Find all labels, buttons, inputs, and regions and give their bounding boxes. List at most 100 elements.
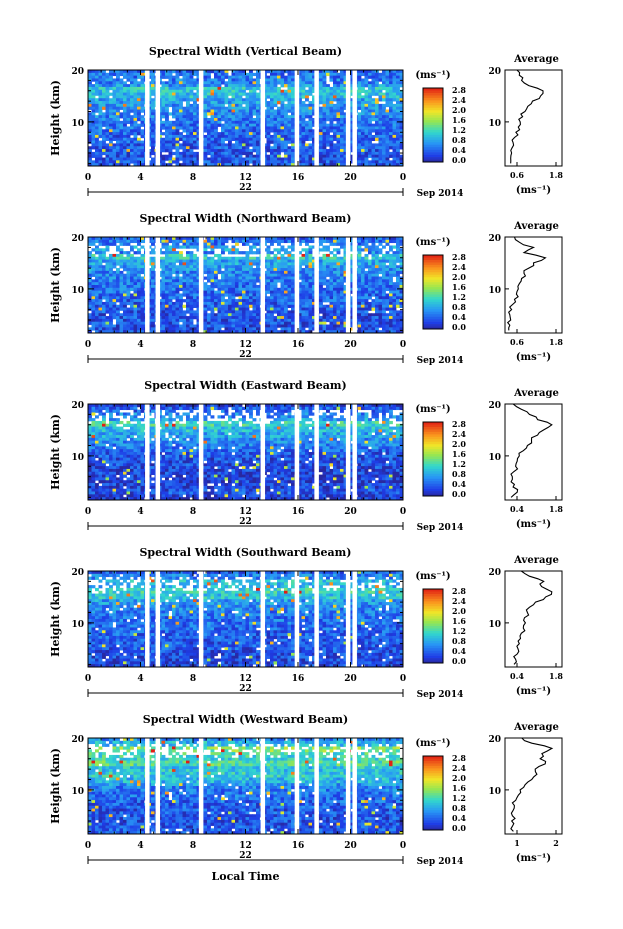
data-gap — [155, 70, 161, 166]
profile-title: Average — [513, 555, 559, 566]
x-tick-label: 8 — [190, 173, 196, 183]
y-tick-label: 20 — [71, 401, 84, 411]
colorbar-tick-label: 2.4 — [452, 763, 466, 773]
panel-title: Spectral Width (Westward Beam) — [143, 713, 348, 726]
data-gap — [198, 571, 204, 667]
colorbar-tick-label: 2.4 — [452, 429, 466, 439]
x-tick-label: 20 — [344, 340, 357, 350]
x-tick-label: 0 — [85, 841, 91, 851]
colorbar-tick-label: 2.0 — [452, 606, 466, 616]
x-tick-label: 16 — [292, 674, 305, 684]
x-tick-label: 16 — [292, 173, 305, 183]
data-gap — [155, 571, 161, 667]
colorbar-tick-label: 2.8 — [452, 85, 466, 95]
panel-2: Spectral Width (Eastward Beam) 10 20 Height… — [49, 379, 563, 533]
profile-y-tick-label: 20 — [488, 234, 501, 244]
panel-title: Spectral Width (Northward Beam) — [140, 212, 352, 225]
profile-y-tick-label: 20 — [488, 735, 501, 745]
colorbar — [423, 88, 443, 163]
colorbar-tick-label: 0.8 — [452, 135, 466, 145]
x-tick-label: 0 — [400, 841, 406, 851]
colorbar-tick-label: 2.0 — [452, 272, 466, 282]
date-label: 22 — [239, 684, 252, 694]
x-tick-label: 20 — [344, 674, 357, 684]
data-gap — [314, 738, 319, 834]
colorbar-unit: (ms⁻¹) — [415, 404, 450, 415]
data-gap — [345, 571, 351, 667]
y-axis-label: Height (km) — [49, 748, 62, 824]
colorbar-tick-label: 0.0 — [452, 489, 466, 499]
month-label: Sep 2014 — [417, 356, 464, 366]
colorbar — [423, 422, 443, 497]
x-tick-label: 4 — [137, 173, 143, 183]
colorbar-tick-label: 2.8 — [452, 419, 466, 429]
colorbar-tick-label: 1.6 — [452, 449, 466, 459]
x-axis-label: Local Time — [212, 870, 280, 883]
data-gap — [345, 237, 351, 333]
profile-line — [513, 570, 553, 665]
profile-x-tick-label: 0.6 — [510, 337, 524, 347]
data-gap — [260, 237, 266, 333]
colorbar-tick-label: 1.6 — [452, 616, 466, 626]
data-gap — [198, 237, 204, 333]
colorbar-tick-label: 2.0 — [452, 105, 466, 115]
colorbar-tick-label: 0.0 — [452, 656, 466, 666]
profile-x-tick-label: 1.8 — [549, 504, 563, 514]
profile-x-axis-label: (ms⁻¹) — [516, 352, 551, 363]
data-gap — [345, 70, 351, 166]
colorbar-tick-label: 2.4 — [452, 596, 466, 606]
profile-y-tick-label: 20 — [488, 401, 501, 411]
profile-x-tick-label: 1.8 — [549, 671, 563, 681]
data-gap — [294, 571, 300, 667]
y-tick-label: 20 — [71, 568, 84, 578]
data-gap — [155, 404, 161, 500]
profile-x-axis-label: (ms⁻¹) — [516, 853, 551, 864]
y-axis-label: Height (km) — [49, 414, 62, 490]
colorbar-tick-label: 0.4 — [452, 646, 466, 656]
colorbar-tick-label: 0.8 — [452, 636, 466, 646]
data-gap — [155, 237, 161, 333]
panel-title: Spectral Width (Vertical Beam) — [149, 45, 342, 58]
data-gap — [198, 404, 204, 500]
data-gap — [314, 404, 319, 500]
data-gap — [294, 404, 300, 500]
x-tick-label: 20 — [344, 173, 357, 183]
colorbar-frame — [422, 755, 444, 831]
colorbar-frame — [422, 254, 444, 330]
colorbar-tick-label: 0.4 — [452, 479, 466, 489]
profile-title: Average — [513, 221, 559, 232]
profile-y-tick-label: 10 — [488, 787, 501, 797]
data-gap — [352, 237, 357, 333]
x-tick-label: 8 — [190, 340, 196, 350]
colorbar — [423, 756, 443, 831]
heatmap — [88, 237, 404, 334]
x-tick-label: 16 — [292, 841, 305, 851]
profile-frame — [504, 236, 563, 334]
x-tick-label: 0 — [85, 507, 91, 517]
profile-x-tick-label: 0.4 — [510, 671, 524, 681]
date-label: 22 — [239, 183, 252, 193]
profile-x-tick-label: 0.6 — [510, 170, 524, 180]
profile-title: Average — [513, 388, 559, 399]
panel-3: Spectral Width (Southward Beam) 10 20 Heigh… — [49, 546, 563, 700]
colorbar-tick-label: 2.4 — [452, 95, 466, 105]
date-label: 22 — [239, 851, 252, 861]
colorbar-tick-label: 2.0 — [452, 439, 466, 449]
x-tick-label: 12 — [239, 173, 252, 183]
x-tick-label: 8 — [190, 841, 196, 851]
heatmap — [88, 70, 404, 167]
colorbar-tick-label: 1.6 — [452, 783, 466, 793]
profile-y-tick-label: 20 — [488, 67, 501, 77]
profile-line — [510, 69, 544, 164]
colorbar-tick-label: 0.0 — [452, 155, 466, 165]
data-gap — [145, 738, 150, 834]
colorbar-tick-label: 1.6 — [452, 282, 466, 292]
colorbar-tick-label: 0.4 — [452, 813, 466, 823]
profile-line — [510, 737, 554, 832]
colorbar-unit: (ms⁻¹) — [415, 70, 450, 81]
x-tick-label: 16 — [292, 340, 305, 350]
y-tick-label: 10 — [71, 453, 84, 463]
profile-x-axis-label: (ms⁻¹) — [516, 519, 551, 530]
data-gap — [352, 571, 357, 667]
y-tick-label: 10 — [71, 620, 84, 630]
